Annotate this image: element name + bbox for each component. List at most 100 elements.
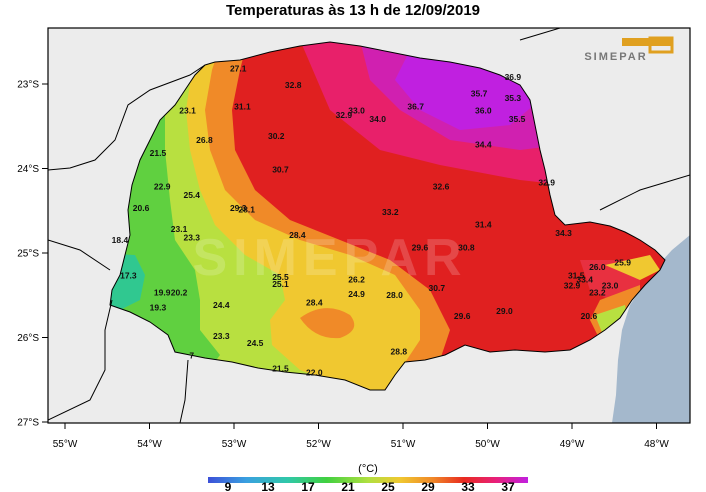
longitude-tick-label: 49°W xyxy=(560,439,585,450)
neighbor-border-south xyxy=(48,299,113,421)
station-value-label: 36.7 xyxy=(407,101,424,111)
station-value-label: 19.9 xyxy=(154,287,171,297)
neighbor-border-north xyxy=(48,64,206,171)
longitude-tick-label: 48°W xyxy=(644,439,669,450)
latitude-tick-label: 23°S xyxy=(17,80,39,91)
colorbar-gradient xyxy=(208,477,528,483)
state-border xyxy=(109,41,666,391)
station-value-label: 32.9 xyxy=(538,177,555,187)
colorbar-ticks: 9 13 17 21 25 29 33 37 xyxy=(225,480,515,492)
longitude-tick-label: 54°W xyxy=(137,439,162,450)
latitude-tick-label: 27°S xyxy=(17,418,39,429)
colorbar-tick-label: 37 xyxy=(501,480,515,492)
station-value-label: 34.0 xyxy=(369,114,386,124)
neighbor-border-sp xyxy=(519,28,690,211)
station-value-label: 33.4 xyxy=(576,275,593,285)
station-value-label: 30.7 xyxy=(429,283,446,293)
latitude-tick-label: 25°S xyxy=(17,249,39,260)
map-watermark: SIMEPAR xyxy=(192,229,467,287)
station-value-label: 26.2 xyxy=(348,275,365,285)
station-value-label: 33.0 xyxy=(348,106,365,116)
station-value-label: 28.0 xyxy=(386,290,403,300)
station-value-label: 32.9 xyxy=(564,280,581,290)
station-value-label: 17.3 xyxy=(120,270,137,280)
station-value-label: 26.0 xyxy=(589,262,606,272)
colorbar: (°C) 9 13 17 21 25 29 33 37 xyxy=(208,463,528,492)
station-value-label: 34.3 xyxy=(555,228,572,238)
station-value-label: 23.1 xyxy=(171,224,188,234)
colorbar-tick-label: 25 xyxy=(381,480,395,492)
colorbar-unit: (°C) xyxy=(358,463,378,475)
station-value-label: 32.9 xyxy=(336,110,353,120)
station-value-label: 35.7 xyxy=(471,89,488,99)
colorbar-tick-label: 21 xyxy=(341,480,355,492)
longitude-tick-label: 51°W xyxy=(391,439,416,450)
station-value-label: 28.4 xyxy=(289,230,306,240)
station-value-label: 30.7 xyxy=(272,165,289,175)
simepar-logo: SIMEPAR xyxy=(584,36,674,63)
station-value-label: 30.8 xyxy=(458,242,475,252)
station-value-label: 31.1 xyxy=(234,101,251,111)
station-value-label: 28.4 xyxy=(306,297,323,307)
station-value-label: 29.3 xyxy=(230,203,247,213)
longitude-axis: 55°W 54°W 53°W 52°W 51°W 50°W 49°W 48°W xyxy=(53,423,669,450)
station-value-label: 34.4 xyxy=(475,139,492,149)
station-value-label: 32.8 xyxy=(285,80,302,90)
station-value-label: 25.4 xyxy=(183,190,200,200)
station-value-label: 24.5 xyxy=(247,338,264,348)
colorbar-tick-label: 9 xyxy=(225,480,232,492)
station-value-label: 23.2 xyxy=(589,287,606,297)
station-value-label: 28.8 xyxy=(391,346,408,356)
station-value-label: 24.9 xyxy=(348,289,365,299)
station-value-label: 25.5 xyxy=(272,272,289,282)
latitude-axis: 23°S 24°S 25°S 26°S 27°S xyxy=(17,80,48,429)
station-value-label: 32.6 xyxy=(433,182,450,192)
colorbar-tick-label: 33 xyxy=(461,480,475,492)
station-value-label: 20.2 xyxy=(171,287,188,297)
station-value-label: 19.3 xyxy=(150,302,167,312)
station-value-label: 23.0 xyxy=(602,280,619,290)
station-labels: 27.132.833.032.9 34.036.735.736.035.335.5… xyxy=(112,63,632,377)
colorbar-tick-label: 29 xyxy=(421,480,435,492)
station-value-label: 29.6 xyxy=(454,311,471,321)
station-value-label: 30.2 xyxy=(268,131,285,141)
map-title: Temperaturas às 13 h de 12/09/2019 xyxy=(225,2,481,19)
station-value-label: 31.5 xyxy=(568,270,585,280)
station-value-label: 33.2 xyxy=(382,207,399,217)
longitude-tick-label: 52°W xyxy=(306,439,331,450)
station-value-label: 23.3 xyxy=(183,232,200,242)
station-value-label: 22.9 xyxy=(154,182,171,192)
station-value-label: 36.0 xyxy=(475,106,492,116)
station-value-label: 31.4 xyxy=(475,220,492,230)
station-value-label: 25.9 xyxy=(614,258,631,268)
station-value-label: 21.5 xyxy=(272,363,289,373)
station-value-label: 36.9 xyxy=(505,72,522,82)
station-value-label: 26.8 xyxy=(196,135,213,145)
station-value-label: 29.0 xyxy=(496,306,513,316)
station-value-label: 35.5 xyxy=(509,114,526,124)
logo-text: SIMEPAR xyxy=(584,51,647,63)
station-value-label: 35.3 xyxy=(505,93,522,103)
station-value-label: 24.4 xyxy=(213,300,230,310)
station-value-label: 22.0 xyxy=(306,368,323,378)
neighbor-border-south2 xyxy=(179,359,189,423)
station-value-label: 28.1 xyxy=(238,204,255,214)
colorbar-tick-label: 13 xyxy=(261,480,275,492)
longitude-tick-label: 50°W xyxy=(475,439,500,450)
map-frame xyxy=(47,27,691,424)
neighbor-border-west xyxy=(48,239,111,271)
station-value-label: 23.1 xyxy=(179,106,196,116)
station-value-label: 20.6 xyxy=(133,203,150,213)
longitude-tick-label: 55°W xyxy=(53,439,78,450)
station-value-label: 20.6 xyxy=(581,311,598,321)
station-value-label: 23.3 xyxy=(213,331,230,341)
longitude-tick-label: 53°W xyxy=(222,439,247,450)
station-value-label: 21.5 xyxy=(150,148,167,158)
ocean xyxy=(612,235,690,423)
station-value-label: 18.4 xyxy=(112,235,129,245)
latitude-tick-label: 26°S xyxy=(17,333,39,344)
station-value-label: 25.1 xyxy=(272,279,289,289)
station-value-label: 27.1 xyxy=(230,63,247,73)
station-value-label: 29.6 xyxy=(412,242,429,252)
